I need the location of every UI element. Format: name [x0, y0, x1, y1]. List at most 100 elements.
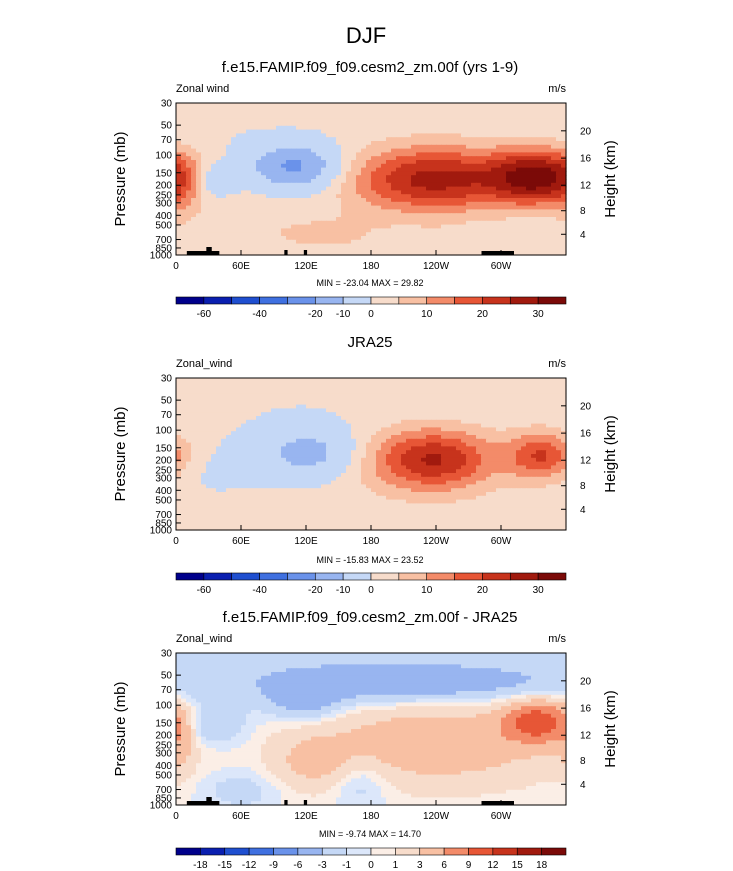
heatmap-cell [306, 224, 312, 229]
heatmap-cell [421, 118, 427, 123]
heatmap-cell [401, 450, 407, 455]
heatmap-cell [556, 129, 562, 134]
heatmap-cell [541, 194, 547, 199]
heatmap-cell [386, 129, 392, 134]
heatmap-cell [411, 110, 417, 115]
heatmap-cell [406, 397, 412, 402]
heatmap-cell [511, 167, 517, 172]
heatmap-cell [396, 442, 402, 447]
heatmap-cell [376, 106, 382, 112]
heatmap-cell [511, 408, 517, 413]
heatmap-cell [466, 446, 472, 451]
heatmap-cell [381, 182, 387, 188]
heatmap-cell [336, 232, 342, 237]
y-tick-label: 50 [161, 121, 173, 132]
heatmap-cell [521, 160, 527, 165]
heatmap-cell [366, 397, 372, 402]
heatmap-cell [291, 419, 297, 425]
heatmap-cell [281, 228, 287, 233]
heatmap-cell [366, 106, 372, 112]
heatmap-cell [301, 397, 307, 402]
heatmap-cell [361, 205, 367, 210]
heatmap-cell [481, 122, 487, 127]
heatmap-cell [471, 224, 477, 229]
heatmap-cell [301, 148, 307, 153]
heatmap-cell [426, 228, 432, 233]
heatmap-cell [311, 122, 317, 127]
heatmap-cell [241, 232, 247, 237]
heatmap-cell [496, 137, 502, 142]
heatmap-cell [331, 122, 337, 127]
heatmap-cell [216, 205, 222, 210]
heatmap-cell [481, 179, 487, 184]
heatmap-cell [401, 129, 407, 134]
heatmap-cell [446, 435, 452, 440]
heatmap-cell [466, 110, 472, 115]
heatmap-cell [266, 427, 272, 432]
heatmap-cell [276, 141, 282, 146]
heatmap-cell [371, 419, 377, 425]
heatmap-cell [316, 175, 322, 180]
heatmap-cell [426, 144, 432, 150]
heatmap-cell [496, 454, 502, 459]
heatmap-cell [401, 220, 407, 226]
heatmap-cell [236, 106, 242, 112]
heatmap-cell [371, 106, 377, 112]
heatmap-cell [396, 110, 402, 115]
heatmap-cell [201, 167, 207, 172]
heatmap-cell [316, 186, 322, 191]
heatmap-cell [456, 144, 462, 150]
heatmap-cell [386, 175, 392, 180]
heatmap-cell [531, 435, 537, 440]
heatmap-cell [556, 103, 562, 108]
heatmap-cell [421, 129, 427, 134]
heatmap-cell [276, 148, 282, 153]
heatmap-cell [466, 397, 472, 402]
heatmap-cell [496, 446, 502, 451]
heatmap-cell [246, 423, 252, 428]
heatmap-cell [536, 137, 542, 142]
heatmap-cell [486, 205, 492, 210]
heatmap-cell [351, 461, 357, 466]
heatmap-cell [541, 404, 547, 409]
heatmap-cell [306, 400, 312, 406]
heatmap-cell [311, 201, 317, 207]
heatmap-cell [206, 446, 212, 451]
heatmap-cell [556, 239, 562, 245]
heatmap-cell [471, 438, 477, 444]
heatmap-cell [461, 217, 467, 222]
heatmap-cell [186, 125, 192, 131]
heatmap-cell [531, 106, 537, 112]
heatmap-cell [201, 412, 207, 417]
heatmap-cell [381, 205, 387, 210]
heatmap-cell [541, 251, 547, 256]
heatmap-cell [261, 236, 267, 241]
heatmap-cell [446, 201, 452, 207]
heatmap-cell [556, 209, 562, 214]
heatmap-cell [486, 400, 492, 406]
heatmap-cell [226, 194, 232, 199]
heatmap-cell [306, 133, 312, 138]
heatmap-cell [271, 450, 277, 455]
heatmap-cell [486, 133, 492, 138]
heatmap-cell [546, 412, 552, 417]
heatmap-cell [181, 454, 187, 459]
heatmap-cell [281, 378, 287, 383]
heatmap-cell [411, 144, 417, 150]
heatmap-cell [446, 228, 452, 233]
heatmap-cell [241, 129, 247, 134]
heatmap-cell [441, 122, 447, 127]
heatmap-cell [486, 236, 492, 241]
heatmap-cell [216, 160, 222, 165]
heatmap-cell [271, 209, 277, 214]
heatmap-cell [476, 408, 482, 413]
heatmap-cell [536, 457, 542, 463]
heatmap-cell [336, 404, 342, 409]
heatmap-cell [186, 397, 192, 402]
heatmap-cell [206, 243, 212, 248]
heatmap-cell [386, 141, 392, 146]
heatmap-cell [371, 457, 377, 463]
heatmap-cell [496, 239, 502, 245]
heatmap-cell [471, 122, 477, 127]
heatmap-cell [411, 416, 417, 421]
